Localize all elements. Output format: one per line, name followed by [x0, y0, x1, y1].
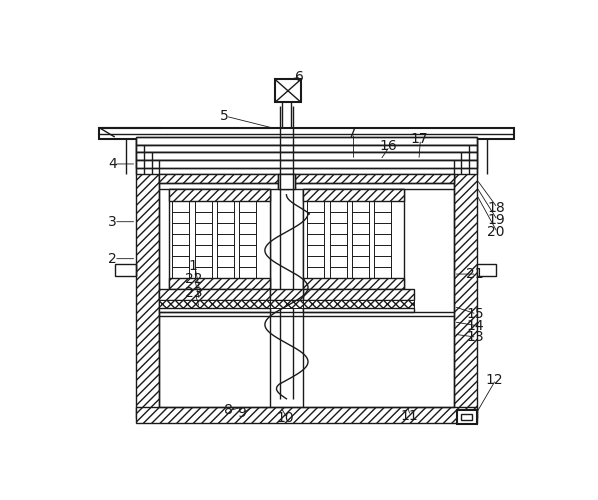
Bar: [303, 290, 413, 300]
Bar: [453, 174, 477, 418]
Bar: [457, 410, 477, 424]
Bar: [461, 414, 472, 420]
Bar: [160, 290, 270, 300]
Text: 10: 10: [277, 411, 294, 425]
Bar: [275, 79, 301, 102]
Bar: [136, 174, 160, 418]
Bar: [99, 128, 514, 138]
Text: 15: 15: [466, 307, 484, 321]
Bar: [136, 406, 477, 424]
Bar: [169, 190, 270, 201]
Text: 2: 2: [108, 252, 117, 266]
Bar: [270, 300, 303, 308]
Text: 6: 6: [295, 70, 304, 84]
Text: 20: 20: [487, 226, 505, 239]
Bar: [303, 300, 413, 308]
Bar: [160, 300, 270, 308]
Bar: [136, 152, 477, 160]
Text: 23: 23: [185, 286, 202, 300]
Bar: [278, 174, 295, 190]
Bar: [136, 160, 477, 168]
Bar: [136, 137, 477, 144]
Text: 7: 7: [347, 126, 356, 140]
Text: 19: 19: [487, 213, 505, 227]
Bar: [477, 264, 496, 276]
Text: 1: 1: [189, 260, 198, 274]
Bar: [270, 290, 303, 300]
Text: 21: 21: [466, 267, 484, 281]
Text: 18: 18: [487, 201, 505, 215]
Bar: [303, 308, 413, 312]
Bar: [136, 144, 477, 152]
Bar: [169, 278, 270, 289]
Bar: [169, 190, 270, 290]
Text: 12: 12: [486, 372, 503, 386]
Text: 3: 3: [108, 214, 117, 228]
Text: 9: 9: [237, 406, 246, 419]
Text: 11: 11: [400, 408, 418, 422]
Bar: [303, 278, 404, 289]
Bar: [160, 174, 453, 183]
Bar: [303, 190, 404, 201]
Text: 5: 5: [219, 109, 228, 123]
Text: 8: 8: [224, 404, 233, 417]
Bar: [303, 190, 404, 290]
Text: 22: 22: [185, 272, 202, 286]
Bar: [160, 308, 270, 312]
Text: 16: 16: [379, 139, 397, 153]
Text: 13: 13: [466, 330, 484, 344]
Text: 4: 4: [108, 157, 117, 171]
Text: 17: 17: [410, 132, 428, 146]
Text: 14: 14: [466, 318, 484, 332]
Bar: [115, 264, 136, 276]
